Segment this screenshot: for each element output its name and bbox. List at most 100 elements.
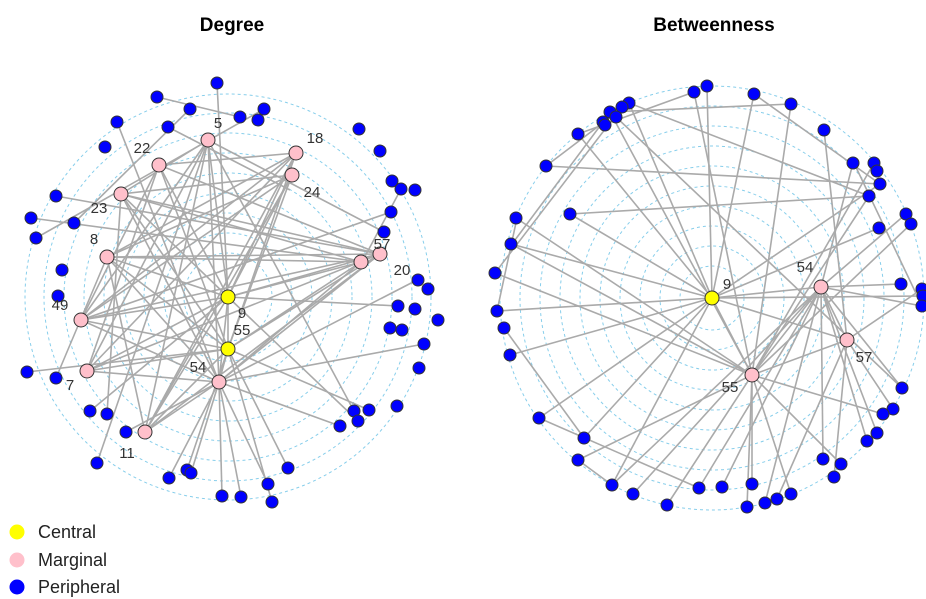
btw-edge	[833, 339, 848, 478]
deg-edge	[218, 381, 242, 498]
btw-edge	[820, 286, 903, 389]
btw-edge	[846, 288, 923, 341]
btw-peripheral-node	[490, 304, 504, 318]
deg-peripheral-node	[24, 211, 38, 225]
btw-edge	[496, 217, 518, 312]
btw-edge	[820, 286, 923, 307]
deg-node-label-5: 5	[214, 115, 222, 132]
deg-peripheral-node	[161, 120, 175, 134]
deg-ring	[83, 152, 373, 442]
btw-edge	[615, 116, 903, 389]
deg-peripheral-node	[51, 289, 65, 303]
deg-node-55	[220, 341, 236, 357]
deg-edge	[227, 261, 362, 350]
btw-peripheral-node	[740, 500, 754, 514]
deg-node-label-22: 22	[134, 140, 151, 157]
deg-edge	[158, 164, 381, 255]
deg-peripheral-node	[233, 110, 247, 124]
deg-edge	[207, 139, 385, 233]
deg-ring	[24, 93, 432, 501]
btw-peripheral-node	[609, 110, 623, 124]
btw-edge	[721, 286, 822, 488]
btw-node-57	[839, 332, 855, 348]
deg-edge	[216, 82, 229, 298]
deg-peripheral-node	[67, 216, 81, 230]
btw-edge	[753, 93, 881, 185]
deg-edge	[106, 253, 381, 258]
degree-title: Degree	[200, 15, 264, 36]
btw-edge	[569, 195, 870, 215]
btw-peripheral-node	[770, 492, 784, 506]
betweenness-panel: Betweenness 9 54 57 55	[488, 15, 926, 514]
btw-node-label-54: 54	[797, 259, 814, 276]
deg-edge	[227, 348, 289, 469]
deg-peripheral-node	[119, 425, 133, 439]
deg-peripheral-node	[98, 140, 112, 154]
btw-peripheral-node	[895, 381, 909, 395]
deg-node-label-24: 24	[304, 184, 321, 201]
betweenness-title: Betweenness	[653, 15, 774, 36]
btw-node-label-57: 57	[856, 349, 873, 366]
btw-edge	[583, 297, 713, 439]
legend-item-marginal: Marginal	[9, 550, 107, 570]
deg-node-18	[288, 145, 304, 161]
deg-edge	[227, 261, 362, 298]
deg-node-54	[211, 374, 227, 390]
deg-node-label-20: 20	[394, 262, 411, 279]
btw-peripheral-node	[598, 118, 612, 132]
deg-node-label-54: 54	[190, 359, 207, 376]
btw-edge	[751, 374, 842, 465]
deg-node-11	[137, 424, 153, 440]
deg-node-8	[99, 249, 115, 265]
btw-peripheral-node	[615, 100, 629, 114]
deg-peripheral-node	[20, 365, 34, 379]
deg-edge	[218, 261, 362, 383]
btw-edge	[751, 195, 870, 376]
btw-edge	[711, 286, 822, 299]
btw-edge	[511, 121, 604, 245]
deg-edge	[227, 174, 293, 350]
legend: Central Marginal Peripheral	[9, 522, 120, 597]
btw-edge	[503, 327, 585, 439]
legend-item-central: Central	[9, 522, 96, 542]
deg-edge	[156, 96, 241, 118]
btw-edge	[609, 111, 753, 376]
btw-edge	[706, 85, 713, 299]
btw-edge	[609, 103, 792, 113]
btw-peripheral-node	[870, 164, 884, 178]
btw-edge	[510, 243, 753, 376]
deg-peripheral-node	[383, 321, 397, 335]
btw-peripheral-node	[687, 85, 701, 99]
deg-peripheral-node	[210, 76, 224, 90]
btw-node-54	[813, 279, 829, 295]
deg-peripheral-node	[384, 205, 398, 219]
deg-peripheral-node	[150, 90, 164, 104]
deg-peripheral-node	[362, 403, 376, 417]
deg-peripheral-node	[408, 183, 422, 197]
deg-peripheral-node	[394, 182, 408, 196]
betweenness-nodes	[488, 79, 926, 514]
btw-edge	[577, 374, 753, 461]
deg-peripheral-node	[411, 273, 425, 287]
deg-edge	[190, 381, 220, 474]
btw-edge	[846, 339, 894, 410]
btw-peripheral-node	[747, 87, 761, 101]
deg-edge	[89, 296, 229, 412]
deg-node-20	[353, 254, 369, 270]
deg-node-5	[200, 132, 216, 148]
deg-edge	[30, 217, 363, 263]
deg-node-label-7: 7	[66, 377, 74, 394]
legend-marginal-marker	[9, 552, 25, 568]
btw-peripheral-node	[504, 237, 518, 251]
btw-peripheral-node	[784, 97, 798, 111]
btw-ring	[579, 165, 845, 431]
btw-peripheral-node	[605, 478, 619, 492]
btw-edge	[820, 286, 824, 460]
deg-peripheral-node	[352, 122, 366, 136]
btw-edge	[711, 183, 881, 299]
btw-peripheral-node	[860, 434, 874, 448]
deg-edge	[227, 296, 399, 307]
deg-edge	[218, 343, 425, 383]
